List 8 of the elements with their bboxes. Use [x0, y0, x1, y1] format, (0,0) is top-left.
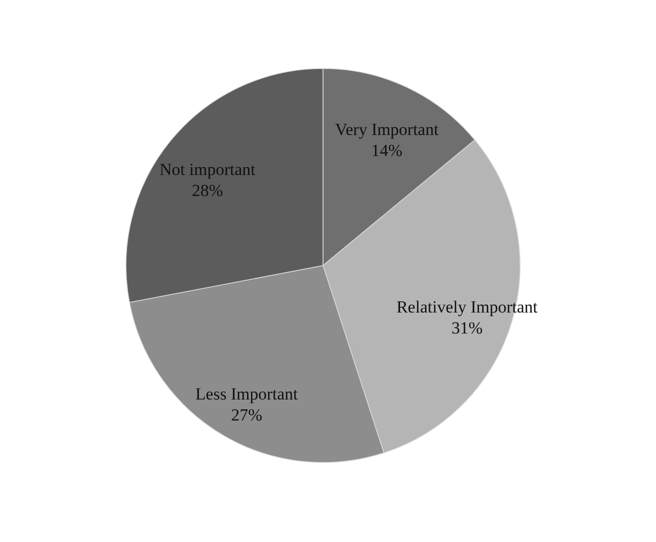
- data-label: 27%: [231, 406, 262, 425]
- slice-label: Very Important: [335, 120, 439, 139]
- slice-label: Relatively Important: [396, 297, 538, 316]
- data-label: 14%: [371, 140, 402, 160]
- slice-label: Less Important: [195, 384, 298, 404]
- data-label: 31%: [451, 318, 483, 338]
- slice-label: Not important: [159, 160, 256, 179]
- data-label: 28%: [192, 180, 224, 200]
